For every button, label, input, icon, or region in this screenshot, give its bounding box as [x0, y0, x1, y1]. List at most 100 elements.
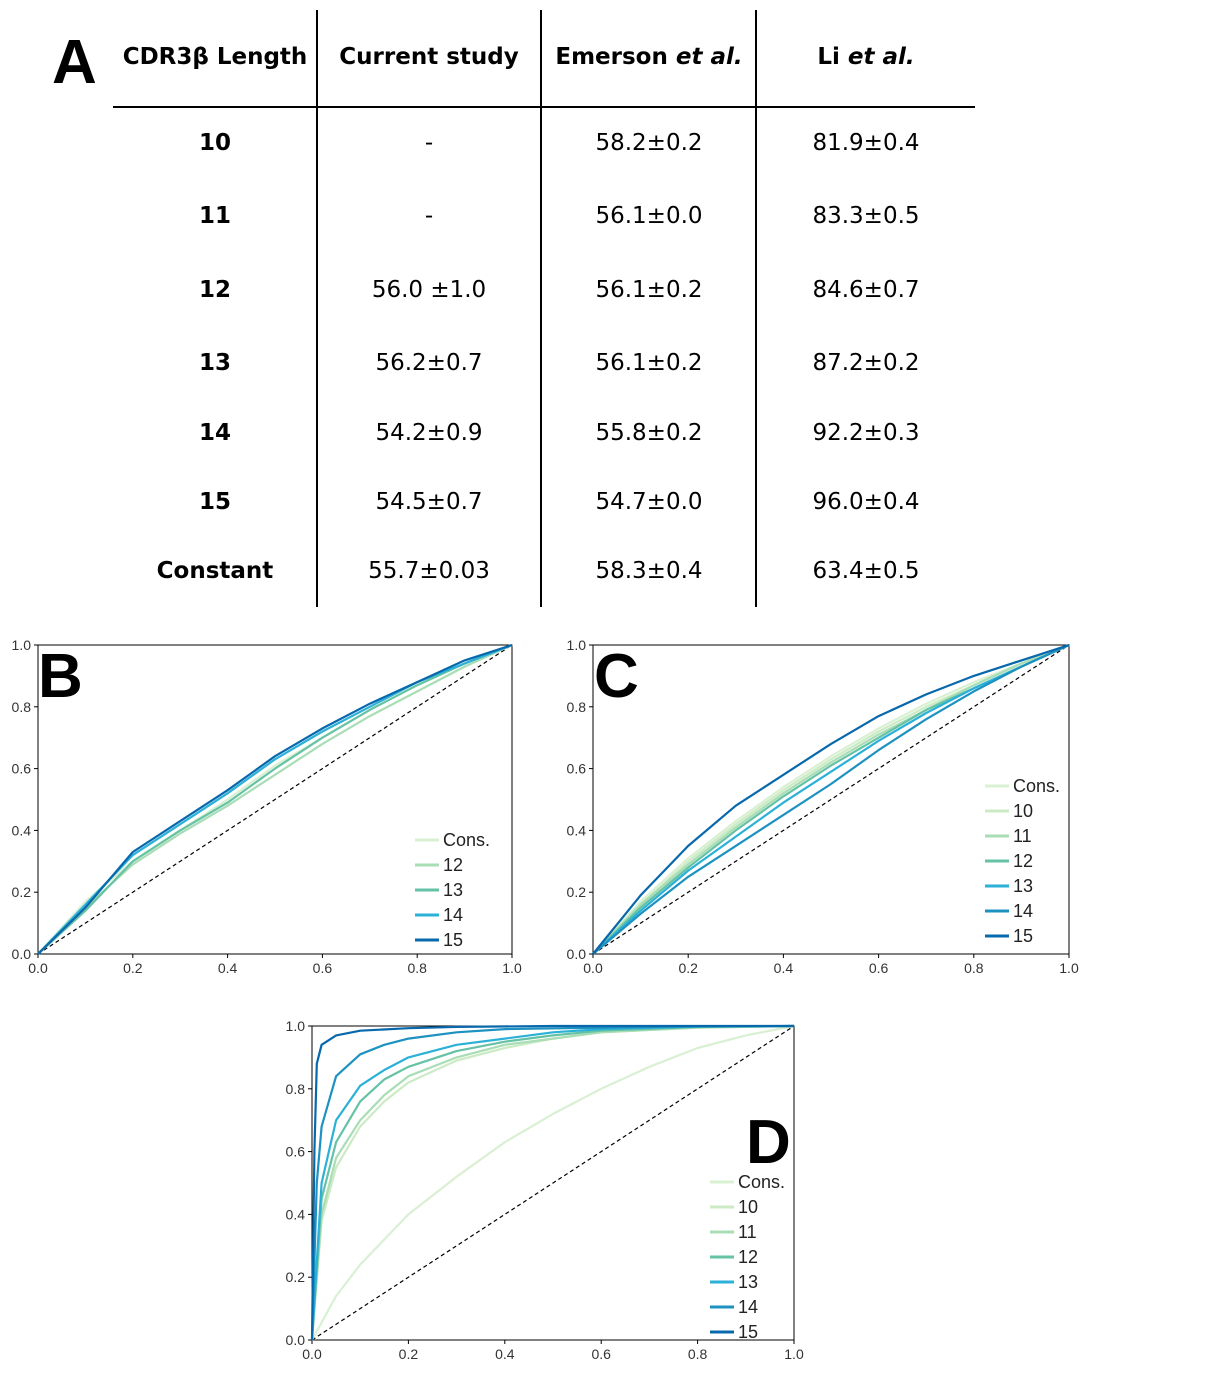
x-tick-label: 0.6 [313, 960, 333, 976]
legend-label: 12 [1013, 851, 1033, 871]
table-divider-1 [316, 10, 318, 607]
y-tick-label: 0.0 [12, 946, 32, 962]
table-cell-emerson: 55.8±0.2 [595, 420, 703, 446]
legend-label: 14 [1013, 901, 1033, 921]
legend-label: 13 [443, 880, 463, 900]
table-cell-label: 12 [198, 277, 231, 303]
chance-diagonal [592, 644, 1070, 955]
table-cell-current: 55.7±0.03 [368, 558, 490, 584]
legend-label: 15 [738, 1322, 758, 1342]
table-cell-label: 14 [198, 420, 231, 446]
table-cell-current: 56.2±0.7 [375, 350, 483, 376]
x-tick-label: 0.4 [218, 960, 238, 976]
table-cell-current: - [424, 203, 434, 229]
legend-label: Cons. [1013, 776, 1060, 796]
panel-d-chart: 0.0 0.2 0.4 0.6 0.8 1.0 0.0 0.2 0.4 0.6 0.8 1.0 Cons… [286, 1018, 804, 1362]
x-tick-label: 1.0 [502, 960, 522, 976]
x-tick-label: 0.6 [591, 1346, 611, 1362]
table-cell-emerson: 56.1±0.2 [595, 277, 703, 303]
header-emerson-main: Emerson [555, 44, 676, 70]
x-tick-label: 0.2 [399, 1346, 419, 1362]
x-tick-label: 0.2 [678, 960, 698, 976]
table-cell-emerson: 58.3±0.4 [595, 558, 703, 584]
header-li-em: et al. [847, 44, 915, 70]
y-tick-label: 0.6 [567, 761, 587, 777]
x-tick-label: 0.4 [774, 960, 794, 976]
table-cell-label: 13 [198, 350, 231, 376]
table-cell-label: 15 [198, 489, 231, 515]
table-cell-li: 81.9±0.4 [812, 130, 920, 156]
x-tick-label: 1.0 [1059, 960, 1079, 976]
x-tick-label: 0.8 [688, 1346, 708, 1362]
table-cell-li: 63.4±0.5 [812, 558, 920, 584]
table-cell-emerson: 56.1±0.0 [595, 203, 703, 229]
legend-label: Cons. [738, 1172, 785, 1192]
x-tick-label: 0.0 [28, 960, 48, 976]
series-line-14 [310, 1024, 795, 1341]
legend-label: 11 [738, 1222, 757, 1242]
x-tick-label: 0.8 [407, 960, 427, 976]
x-tick-label: 0.6 [869, 960, 889, 976]
table-cell-label: 11 [198, 203, 231, 229]
table-cell-current: 54.2±0.9 [375, 420, 483, 446]
legend-label: 15 [1013, 926, 1033, 946]
series-line-14 [592, 643, 1070, 955]
y-tick-label: 1.0 [567, 637, 587, 653]
table-cell-emerson: 56.1±0.2 [595, 350, 703, 376]
x-tick-label: 0.2 [123, 960, 143, 976]
series-line-13 [592, 643, 1070, 955]
series-line-15 [37, 643, 513, 955]
table-header-rule [113, 106, 975, 108]
table-cell-emerson: 58.2±0.2 [595, 130, 703, 156]
table-cell-current: 54.5±0.7 [375, 489, 483, 515]
table-cell-li: 96.0±0.4 [812, 489, 920, 515]
legend-label: 13 [1013, 876, 1033, 896]
y-tick-label: 0.6 [286, 1144, 306, 1160]
table-cell-label: 10 [198, 130, 231, 156]
panel-d-letter: D [746, 1108, 791, 1177]
table-cell-current: 56.0 ±1.0 [371, 277, 487, 303]
table-cell-li: 83.3±0.5 [812, 203, 920, 229]
y-tick-label: 0.2 [12, 884, 32, 900]
x-tick-label: 0.0 [583, 960, 603, 976]
panel-a-table: A CDR3β Length Current study Emerson et … [0, 0, 1217, 610]
y-tick-label: 0.2 [286, 1269, 306, 1285]
x-tick-label: 0.4 [495, 1346, 515, 1362]
series-line-13 [37, 643, 513, 955]
legend-label: 13 [738, 1272, 758, 1292]
legend-label: 15 [443, 930, 463, 950]
series-line-Cons [592, 643, 1070, 955]
table-divider-3 [755, 10, 757, 607]
legend-label: 14 [443, 905, 463, 925]
chance-diagonal [37, 644, 513, 955]
table-divider-2 [540, 10, 542, 607]
legend-label: 11 [1013, 826, 1032, 846]
header-emerson: Emerson et al. [542, 44, 756, 70]
series-line-13 [310, 1024, 795, 1341]
series-line-11 [310, 1024, 795, 1341]
panel-c-chart: 0.0 0.2 0.4 0.6 0.8 1.0 0.0 0.2 0.4 0.6 0.8 1.0 Cons… [567, 637, 1079, 976]
y-tick-label: 1.0 [12, 637, 32, 653]
header-emerson-em: et al. [675, 44, 743, 70]
plot-frame [592, 644, 1070, 955]
y-tick-label: 0.2 [567, 884, 587, 900]
panel-c-letter: C [594, 642, 639, 711]
legend-label: 12 [443, 855, 463, 875]
table-cell-emerson: 54.7±0.0 [595, 489, 703, 515]
panel-b-chart: 0.0 0.2 0.4 0.6 0.8 1.0 0.0 0.2 0.4 0.6 0.8 1.0 Cons… [12, 637, 522, 976]
y-tick-label: 0.8 [286, 1081, 306, 1097]
table-cell-li: 87.2±0.2 [812, 350, 920, 376]
header-li-main: Li [817, 44, 848, 70]
series-line-15 [310, 1024, 794, 1341]
header-li: Li et al. [757, 44, 975, 70]
table-cell-current: - [424, 130, 434, 156]
y-tick-label: 1.0 [286, 1018, 306, 1034]
y-tick-label: 0.6 [12, 761, 32, 777]
x-tick-label: 0.0 [302, 1346, 322, 1362]
series-line-12 [310, 1024, 795, 1341]
y-tick-label: 0.4 [286, 1206, 306, 1222]
x-tick-label: 1.0 [784, 1346, 804, 1362]
header-current-study: Current study [339, 44, 519, 70]
series-line-11 [592, 643, 1070, 955]
panel-b-letter: B [38, 642, 83, 711]
